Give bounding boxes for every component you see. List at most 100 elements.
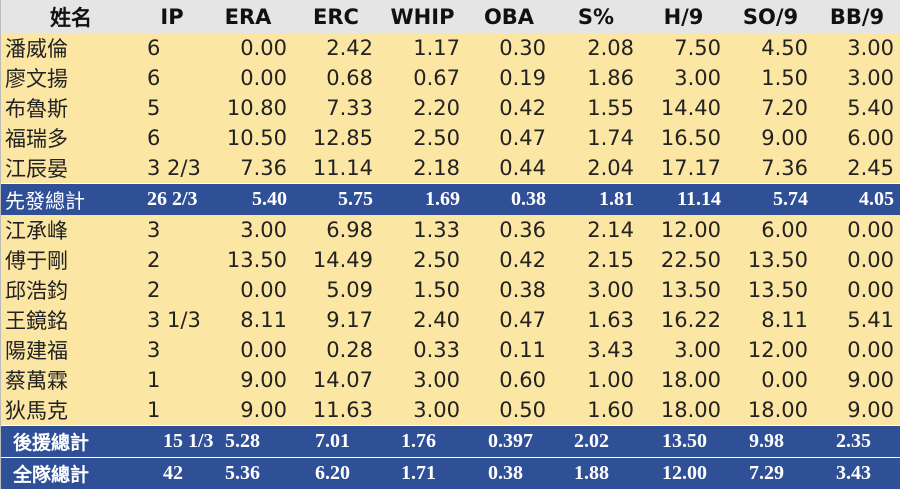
cell-whip: 2.20: [413, 96, 460, 120]
cell-whip: 0.33: [413, 338, 460, 362]
cell-h9: 11.14: [677, 188, 721, 210]
cell-ip: 2: [147, 248, 161, 272]
cell-name: 狄馬克: [5, 399, 68, 423]
cell-s-pct: 1.00: [587, 368, 634, 392]
cell-s-pct: 3.43: [587, 338, 634, 362]
table-row: 邱浩鈞 2 0.00 5.09 1.50 0.38 3.00 13.50 13.50 0.00: [1, 275, 900, 305]
cell-name: 江承峰: [5, 219, 68, 243]
cell-era: 7.36: [240, 156, 287, 180]
cell-h9: 14.40: [660, 96, 721, 120]
cell-oba: 0.44: [499, 156, 546, 180]
header-whip: WHIP: [390, 4, 455, 29]
cell-s-pct: 1.74: [587, 126, 634, 150]
cell-erc: 2.42: [326, 36, 373, 60]
cell-bb9: 0.00: [847, 278, 894, 302]
cell-bb9: 9.00: [847, 398, 894, 422]
cell-s-pct: 2.14: [587, 218, 634, 242]
cell-ip: 6: [147, 36, 161, 60]
cell-s-pct: 1.88: [574, 462, 609, 484]
cell-h9: 12.00: [660, 218, 721, 242]
cell-whip: 2.50: [413, 248, 460, 272]
cell-so9: 6.00: [761, 218, 808, 242]
cell-era: 0.00: [240, 338, 287, 362]
cell-era: 3.00: [240, 218, 287, 242]
cell-bb9: 2.45: [847, 156, 894, 180]
cell-bb9: 0.00: [847, 338, 894, 362]
cell-name: 全隊總計: [13, 464, 90, 486]
cell-h9: 3.00: [674, 338, 721, 362]
cell-erc: 12.85: [312, 126, 373, 150]
cell-name: 潘威倫: [5, 37, 68, 61]
cell-erc: 5.09: [326, 278, 373, 302]
cell-oba: 0.50: [499, 398, 546, 422]
cell-oba: 0.38: [488, 462, 523, 484]
cell-whip: 2.40: [413, 308, 460, 332]
cell-name: 傅于剛: [5, 249, 68, 273]
cell-name: 先發總計: [5, 189, 85, 213]
cell-era: 8.11: [240, 308, 287, 332]
cell-ip: 1: [147, 368, 161, 392]
header-oba: OBA: [483, 4, 535, 29]
cell-ip: 2: [147, 278, 161, 302]
cell-bb9: 0.00: [847, 248, 894, 272]
cell-bb9: 3.43: [836, 462, 871, 484]
cell-bb9: 5.41: [847, 308, 894, 332]
cell-name: 後援總計: [13, 432, 90, 454]
cell-era: 9.00: [240, 368, 287, 392]
cell-name: 王鏡銘: [5, 309, 68, 333]
cell-so9: 18.00: [747, 398, 808, 422]
cell-erc: 14.07: [312, 368, 373, 392]
cell-ip: 3: [147, 218, 161, 242]
cell-erc: 6.98: [326, 218, 373, 242]
cell-era: 0.00: [240, 66, 287, 90]
cell-so9: 1.50: [761, 66, 808, 90]
cell-oba: 0.38: [499, 278, 546, 302]
cell-whip: 0.67: [413, 66, 460, 90]
cell-so9: 4.50: [761, 36, 808, 60]
cell-bb9: 3.00: [847, 66, 894, 90]
table-row: 江承峰 3 3.00 6.98 1.33 0.36 2.14 12.00 6.00 0.00: [1, 215, 900, 245]
cell-whip: 1.17: [413, 36, 460, 60]
cell-so9: 13.50: [747, 248, 808, 272]
header-so9: SO/9: [742, 4, 799, 29]
cell-ip: 1: [147, 398, 161, 422]
cell-bb9: 4.05: [859, 188, 894, 210]
cell-name: 邱浩鈞: [5, 279, 68, 303]
cell-so9: 12.00: [747, 338, 808, 362]
cell-bb9: 5.40: [847, 96, 894, 120]
table-row: 廖文揚 6 0.00 0.68 0.67 0.19 1.86 3.00 1.50 3.00: [1, 63, 900, 93]
cell-whip: 1.69: [425, 188, 460, 210]
cell-bb9: 6.00: [847, 126, 894, 150]
cell-h9: 16.50: [660, 126, 721, 150]
cell-s-pct: 1.55: [587, 96, 634, 120]
header-ip: IP: [160, 4, 184, 29]
cell-bb9: 9.00: [847, 368, 894, 392]
cell-whip: 3.00: [413, 368, 460, 392]
cell-bb9: 0.00: [847, 218, 894, 242]
cell-oba: 0.38: [511, 188, 546, 210]
header-name: 姓名: [50, 5, 92, 30]
starters-group: 潘威倫 6 0.00 2.42 1.17 0.30 2.08 7.50 4.50 3.00 廖文揚 6…: [1, 33, 900, 183]
starter-total-row: 先發總計 26 2/3 5.40 5.75 1.69 0.38 1.81 11.14 5.74 4…: [1, 183, 900, 215]
cell-so9: 9.98: [749, 430, 784, 452]
cell-ip: 3: [147, 338, 161, 362]
header-erc: ERC: [313, 4, 359, 29]
relievers-group: 江承峰 3 3.00 6.98 1.33 0.36 2.14 12.00 6.00 0.00 傅于剛…: [1, 215, 900, 425]
cell-erc: 0.68: [326, 66, 373, 90]
cell-whip: 2.50: [413, 126, 460, 150]
cell-h9: 7.50: [674, 36, 721, 60]
cell-ip: 6: [147, 66, 161, 90]
cell-s-pct: 2.15: [587, 248, 634, 272]
cell-h9: 13.50: [662, 430, 707, 452]
cell-whip: 1.33: [413, 218, 460, 242]
cell-oba: 0.47: [499, 308, 546, 332]
table-row: 狄馬克 1 9.00 11.63 3.00 0.50 1.60 18.00 18.00 9.00: [1, 395, 900, 425]
reliever-total-row: 後援總計 15 1/3 5.28 7.01 1.76 0.397 2.02 13.50 9.98…: [1, 425, 900, 457]
cell-oba: 0.47: [499, 126, 546, 150]
cell-s-pct: 3.00: [587, 278, 634, 302]
cell-s-pct: 1.63: [587, 308, 634, 332]
cell-so9: 7.20: [761, 96, 808, 120]
cell-s-pct: 2.08: [587, 36, 634, 60]
cell-whip: 1.76: [401, 430, 436, 452]
